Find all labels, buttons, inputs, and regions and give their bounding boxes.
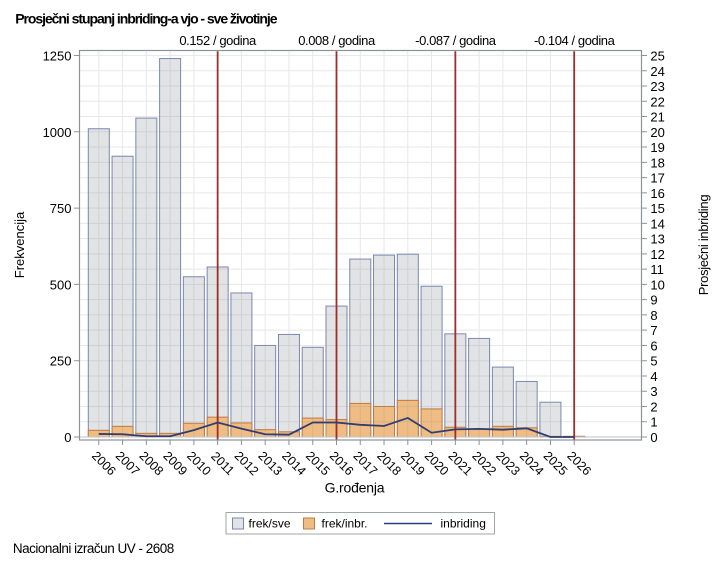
- svg-text:6: 6: [650, 338, 657, 353]
- svg-text:250: 250: [50, 354, 72, 369]
- svg-text:9: 9: [650, 293, 657, 308]
- svg-text:1250: 1250: [43, 49, 72, 64]
- svg-text:23: 23: [650, 79, 664, 94]
- svg-text:500: 500: [50, 277, 72, 292]
- svg-text:inbriding: inbriding: [441, 517, 486, 531]
- svg-text:11: 11: [650, 262, 664, 277]
- svg-text:G.rođenja: G.rođenja: [325, 480, 385, 496]
- svg-text:24: 24: [650, 64, 664, 79]
- svg-text:14: 14: [650, 216, 664, 231]
- svg-text:Nacionalni izračun UV - 2608: Nacionalni izračun UV - 2608: [13, 541, 174, 556]
- svg-text:21: 21: [650, 110, 664, 125]
- svg-text:0.008 / godina: 0.008 / godina: [298, 33, 376, 48]
- svg-text:-0.087 / godina: -0.087 / godina: [415, 33, 497, 48]
- svg-text:20: 20: [650, 125, 664, 140]
- svg-text:Frekvencija: Frekvencija: [12, 211, 27, 278]
- svg-text:0: 0: [650, 430, 657, 445]
- svg-text:0.152 / godina: 0.152 / godina: [179, 33, 257, 48]
- svg-text:4: 4: [650, 369, 657, 384]
- svg-text:18: 18: [650, 155, 664, 170]
- svg-text:frek/sve: frek/sve: [249, 517, 291, 531]
- svg-text:Prosječni inbriding: Prosječni inbriding: [696, 195, 711, 296]
- svg-text:13: 13: [650, 232, 664, 247]
- svg-text:10: 10: [650, 277, 664, 292]
- svg-text:7: 7: [650, 323, 657, 338]
- svg-text:22: 22: [650, 94, 664, 109]
- svg-text:1: 1: [650, 415, 657, 430]
- svg-text:5: 5: [650, 354, 657, 369]
- svg-text:19: 19: [650, 140, 664, 155]
- svg-text:2: 2: [650, 399, 657, 414]
- svg-text:8: 8: [650, 308, 657, 323]
- svg-text:-0.104 / godina: -0.104 / godina: [534, 33, 616, 48]
- svg-text:16: 16: [650, 186, 664, 201]
- svg-text:17: 17: [650, 171, 664, 186]
- svg-text:25: 25: [650, 49, 664, 64]
- svg-text:0: 0: [64, 430, 71, 445]
- svg-text:frek/inbr.: frek/inbr.: [322, 517, 368, 531]
- svg-text:12: 12: [650, 247, 664, 262]
- svg-text:Prosječni stupanj inbriding-a: Prosječni stupanj inbriding-a vjo - sve …: [15, 11, 278, 27]
- svg-text:15: 15: [650, 201, 664, 216]
- svg-text:750: 750: [50, 201, 72, 216]
- svg-text:1000: 1000: [43, 125, 72, 140]
- svg-text:3: 3: [650, 384, 657, 399]
